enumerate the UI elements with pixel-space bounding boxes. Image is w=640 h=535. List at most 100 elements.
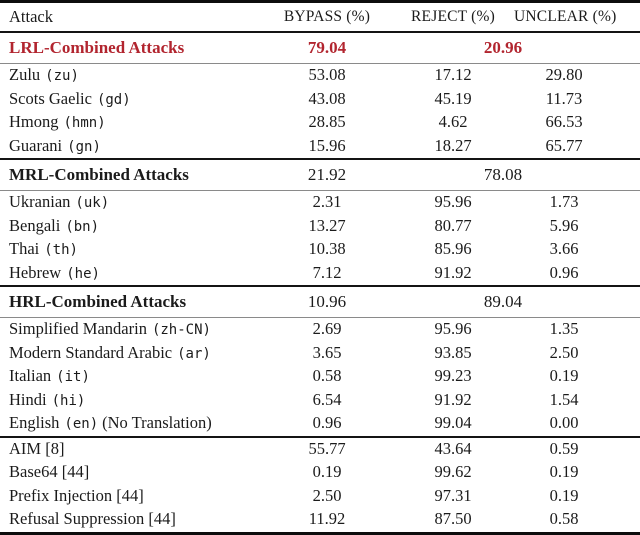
- reject-cell: 99.04: [434, 413, 472, 433]
- reject-cell: 95.96: [434, 319, 472, 339]
- attack-name: Scots Gaelic: [9, 88, 92, 108]
- attack-name: Hmong: [9, 112, 59, 132]
- section-reject-unclear-value: 78.08: [483, 165, 523, 185]
- reject-cell: 97.31: [434, 485, 472, 505]
- attack-cell: Modern Standard Arabic (ar): [0, 342, 262, 366]
- unclear-cell: 0.58: [549, 509, 579, 529]
- language-code: (hi): [51, 392, 86, 409]
- attack-cell: Zulu (zu): [0, 64, 262, 88]
- attack-name: Hebrew: [9, 262, 62, 282]
- bypass-cell: 53.08: [308, 65, 346, 85]
- table-row: Refusal Suppression [44] 11.92 87.50 0.5…: [0, 508, 640, 533]
- language-code: (bn): [65, 218, 100, 235]
- section-label: HRL-Combined Attacks: [9, 292, 187, 312]
- section-bypass-value: 79.04: [307, 38, 347, 58]
- section-header-row-hrl: HRL-Combined Attacks 10.96 89.04: [0, 286, 640, 318]
- attack-cell: Italian (it): [0, 365, 262, 389]
- attack-cell: Prefix Injection [44]: [0, 485, 262, 509]
- unclear-cell: 3.66: [549, 239, 579, 259]
- unclear-cell: 1.54: [549, 389, 579, 409]
- unclear-cell: 5.96: [549, 215, 579, 235]
- bypass-cell: 0.96: [312, 413, 342, 433]
- column-header-reject: REJECT (%): [411, 8, 495, 26]
- bypass-cell: 6.54: [312, 389, 342, 409]
- language-code: (en): [64, 416, 99, 433]
- reject-cell: 17.12: [434, 65, 472, 85]
- bypass-cell: 2.50: [312, 485, 342, 505]
- table-row: Scots Gaelic (gd) 43.08 45.19 11.73: [0, 88, 640, 112]
- language-code: (he): [66, 265, 100, 282]
- reject-cell: 91.92: [434, 389, 472, 409]
- unclear-cell: 29.80: [545, 65, 583, 85]
- attack-cell: Ukranian (uk): [0, 191, 262, 215]
- attack-cell: English (en) (No Translation): [0, 412, 262, 437]
- reject-cell: 87.50: [434, 509, 472, 529]
- bypass-cell: 2.31: [312, 192, 342, 212]
- table-row: Italian (it) 0.58 99.23 0.19: [0, 365, 640, 389]
- attack-name: Ukranian: [9, 192, 71, 212]
- section-label: LRL-Combined Attacks: [9, 38, 185, 58]
- language-code: (hmn): [63, 115, 106, 132]
- table-header-row: Attack BYPASS (%) REJECT (%) UNCLEAR (%): [0, 2, 640, 32]
- reject-cell: 18.27: [434, 135, 472, 155]
- attack-name: Refusal Suppression [44]: [9, 509, 176, 529]
- column-header-unclear: UNCLEAR (%): [514, 8, 617, 26]
- table-row: Prefix Injection [44] 2.50 97.31 0.19: [0, 485, 640, 509]
- column-header-attack: Attack: [9, 6, 53, 26]
- attack-name-suffix: (No Translation): [102, 413, 212, 433]
- bypass-cell: 0.19: [312, 462, 342, 482]
- table-row: Hmong (hmn) 28.85 4.62 66.53: [0, 111, 640, 135]
- attack-name: Thai: [9, 239, 40, 259]
- table-row: AIM [8] 55.77 43.64 0.59: [0, 436, 640, 462]
- bypass-cell: 55.77: [308, 438, 346, 458]
- table-row: Guarani (gn) 15.96 18.27 65.77: [0, 135, 640, 160]
- table-body: LRL-Combined Attacks 79.04 20.96 Zulu (zu…: [0, 32, 640, 533]
- unclear-cell: 0.19: [549, 485, 579, 505]
- language-code: (gn): [67, 138, 101, 155]
- unclear-cell: 0.19: [549, 366, 579, 386]
- unclear-cell: 1.73: [549, 192, 579, 212]
- unclear-cell: 66.53: [545, 112, 583, 132]
- reject-cell: 95.96: [434, 192, 472, 212]
- table-row: Zulu (zu) 53.08 17.12 29.80: [0, 64, 640, 88]
- table-row: Hebrew (he) 7.12 91.92 0.96: [0, 262, 640, 287]
- attack-name: Bengali: [9, 215, 61, 235]
- language-code: (gd): [96, 91, 131, 108]
- attack-cell: Hebrew (he): [0, 262, 262, 287]
- bypass-cell: 3.65: [312, 342, 342, 362]
- language-code: (it): [56, 369, 90, 386]
- attack-name: Base64 [44]: [9, 462, 90, 482]
- section-header-row-lrl: LRL-Combined Attacks 79.04 20.96: [0, 32, 640, 64]
- attack-name: Guarani: [9, 135, 63, 155]
- reject-cell: 85.96: [434, 239, 472, 259]
- unclear-cell: 65.77: [545, 135, 583, 155]
- reject-cell: 80.77: [434, 215, 472, 235]
- attack-name: Italian: [9, 366, 52, 386]
- unclear-cell: 0.00: [549, 413, 579, 433]
- bypass-cell: 15.96: [308, 135, 346, 155]
- bypass-cell: 43.08: [308, 88, 346, 108]
- bypass-cell: 10.38: [308, 239, 346, 259]
- reject-cell: 4.62: [438, 112, 468, 132]
- language-code: (ar): [177, 345, 211, 362]
- attack-cell: AIM [8]: [0, 437, 262, 462]
- table-row: Bengali (bn) 13.27 80.77 5.96: [0, 215, 640, 239]
- unclear-cell: 2.50: [549, 342, 579, 362]
- unclear-cell: 11.73: [545, 88, 583, 108]
- attack-name: Simplified Mandarin: [9, 319, 147, 339]
- bypass-cell: 11.92: [308, 509, 346, 529]
- bypass-cell: 2.69: [312, 319, 342, 339]
- attack-name: AIM [8]: [9, 438, 65, 458]
- section-bypass-value: 10.96: [307, 292, 347, 312]
- attack-name: Prefix Injection [44]: [9, 485, 144, 505]
- attack-cell: Thai (th): [0, 238, 262, 262]
- attack-cell: Simplified Mandarin (zh-CN): [0, 318, 262, 342]
- attack-cell: Hindi (hi): [0, 389, 262, 413]
- table-row: Hindi (hi) 6.54 91.92 1.54: [0, 389, 640, 413]
- language-code: (th): [44, 242, 78, 259]
- unclear-cell: 0.96: [549, 262, 579, 282]
- unclear-cell: 0.59: [549, 438, 579, 458]
- attack-cell: Base64 [44]: [0, 461, 262, 485]
- table-row: Simplified Mandarin (zh-CN) 2.69 95.96 1.…: [0, 318, 640, 342]
